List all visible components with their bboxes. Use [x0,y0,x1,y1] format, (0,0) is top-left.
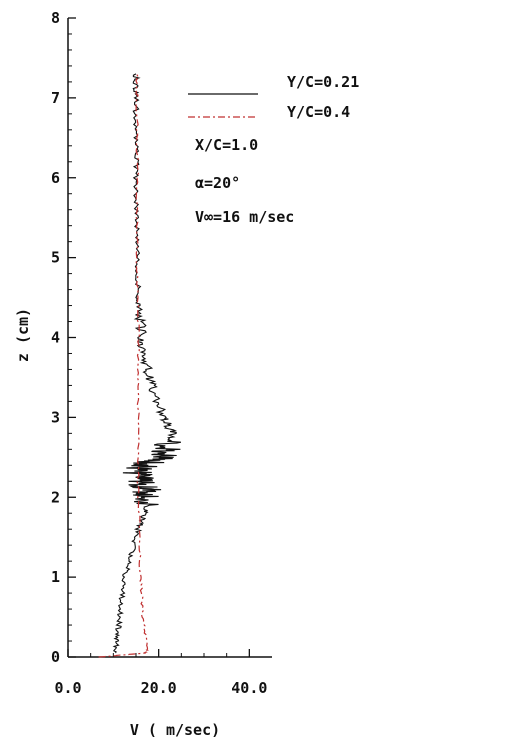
y-tick-label: 3 [51,408,60,426]
x-tick-label: 20.0 [141,679,177,697]
annotation-station: X/C=1.0 [195,136,258,154]
y-tick-label: 4 [51,329,60,347]
x-axis-label: V ( m/sec) [130,721,220,739]
y-tick-label: 5 [51,249,60,267]
x-tick-label: 0.0 [54,679,81,697]
y-tick-label: 1 [51,568,60,586]
y-tick-label: 2 [51,488,60,506]
annotations: X/C=1.0 α=20° V∞=16 m/sec [195,136,294,226]
y-tick-label: 0 [51,648,60,666]
series-group [98,73,182,658]
x-tick-label: 40.0 [231,679,267,697]
legend-label-0: Y/C=0.21 [287,73,359,91]
legend-label-1: Y/C=0.4 [287,103,350,121]
annotation-angle: α=20° [195,174,240,192]
y-axis-label: z (cm) [14,308,32,362]
series-line-1 [98,73,149,658]
y-tick-label: 7 [51,89,60,107]
annotation-freestream: V∞=16 m/sec [195,208,294,226]
axes [67,18,272,658]
legend: Y/C=0.21 Y/C=0.4 [188,73,359,121]
y-tick-label: 8 [51,9,60,27]
ticks: 0 1 2 3 4 5 6 7 8 0.0 20.0 40.0 [51,9,267,697]
y-tick-label: 6 [51,169,60,187]
series-line-0 [112,73,182,654]
